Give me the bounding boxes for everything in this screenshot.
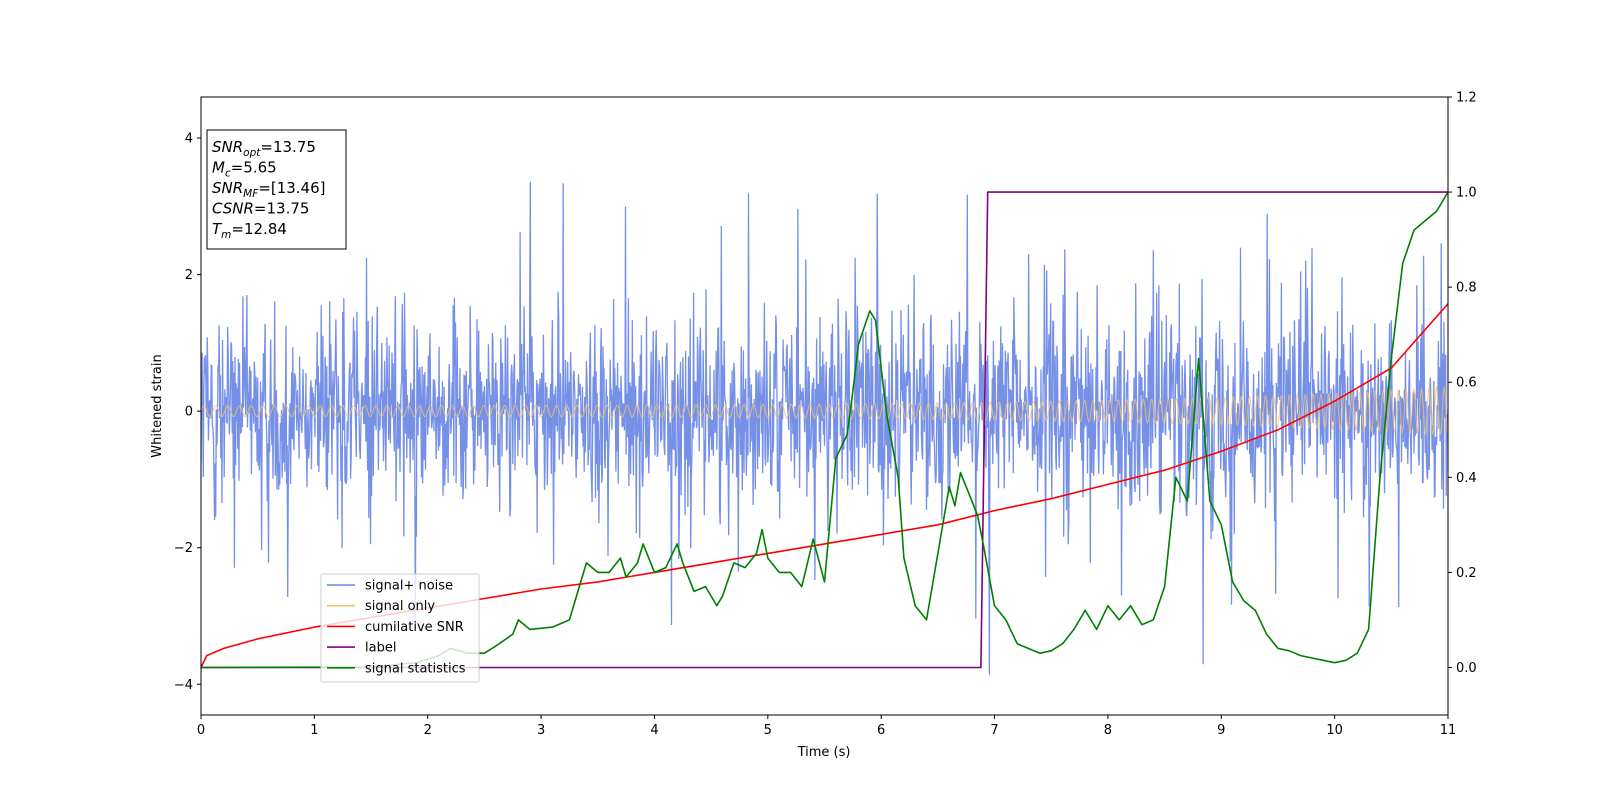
y-right-tick-label: 0.0 [1456, 661, 1477, 676]
series-cumulative-snr [201, 303, 1448, 668]
annotation-symbol: T [212, 220, 223, 238]
annotation-symbol: CSNR [212, 200, 254, 218]
series-signal-only [201, 386, 1448, 437]
y-right-tick-label: 0.6 [1456, 376, 1477, 391]
x-tick-label: 6 [877, 723, 885, 738]
annotation-value: =13.75 [254, 200, 310, 218]
legend: signal+ noise signal only cumilative SNR la… [320, 573, 480, 683]
y-right-tick-label: 0.4 [1456, 471, 1477, 486]
x-tick-label: 5 [764, 723, 772, 738]
x-tick-label: 4 [650, 723, 658, 738]
y-right-tick-label: 1.2 [1456, 91, 1477, 106]
x-tick-label: 10 [1326, 723, 1343, 738]
series-layer [201, 181, 1448, 676]
annotation-subscript: MF [243, 188, 259, 200]
annotation-value: =[13.46] [258, 179, 325, 197]
y-left-tick-label: −2 [174, 541, 193, 556]
plot-frame [200, 96, 1449, 716]
y-right-tick-label: 1.0 [1456, 186, 1477, 201]
x-tick-label: 9 [1217, 723, 1225, 738]
annotation-subscript: opt [243, 147, 261, 159]
annotation-frame [206, 129, 347, 250]
x-tick-label: 11 [1440, 723, 1457, 738]
series-label [201, 191, 1448, 669]
x-tick-label: 2 [424, 723, 432, 738]
x-tick-label: 7 [990, 723, 998, 738]
series-signal-statistics [201, 191, 1448, 669]
annotation-symbol: SNR [212, 138, 243, 156]
legend-label: signal only [365, 599, 435, 614]
annotation-symbol: M [212, 159, 225, 177]
y-right-tick-label: 0.2 [1456, 566, 1477, 581]
y-axis-right: 0.0 0.2 0.4 0.6 0.8 1.0 1.2 [1448, 91, 1477, 676]
annotation-line: Mc=5.65 [212, 159, 277, 180]
annotation-value: =5.65 [231, 159, 277, 177]
x-tick-label: 0 [197, 723, 205, 738]
y-left-tick-label: 0 [185, 405, 193, 420]
annotation-line: SNRopt=13.75 [212, 138, 316, 159]
series-signal-noise [201, 181, 1448, 676]
annotation-subscript: c [225, 168, 231, 180]
annotation-symbol: SNR [212, 179, 243, 197]
legend-label: signal statistics [365, 661, 466, 676]
y-left-tick-label: 4 [185, 131, 193, 146]
y-right-tick-label: 0.8 [1456, 281, 1477, 296]
legend-label: label [365, 641, 396, 656]
annotation-box: SNRopt=13.75Mc=5.65SNRMF=[13.46]CSNR=13.… [206, 129, 347, 250]
y-axis-label: Whitened strain [150, 354, 165, 457]
y-left-tick-label: −4 [174, 678, 193, 693]
annotation-value: =12.84 [231, 220, 287, 238]
x-tick-label: 3 [537, 723, 545, 738]
y-left-tick-label: 2 [185, 268, 193, 283]
legend-label: signal+ noise [365, 579, 453, 594]
x-tick-label: 8 [1104, 723, 1112, 738]
annotation-line: CSNR=13.75 [212, 200, 309, 218]
x-tick-label: 1 [310, 723, 318, 738]
x-axis-label: Time (s) [797, 745, 851, 760]
annotation-subscript: m [221, 229, 231, 241]
legend-frame [320, 573, 480, 683]
y-axis-left: −4 −2 0 2 4 [174, 131, 201, 693]
annotation-line: Tm=12.84 [212, 220, 287, 241]
annotation-value: =13.75 [260, 138, 316, 156]
legend-label: cumilative SNR [365, 620, 464, 635]
x-axis: 0 1 2 3 4 5 6 7 8 9 10 11 [197, 715, 1456, 738]
annotation-line: SNRMF=[13.46] [212, 179, 326, 200]
